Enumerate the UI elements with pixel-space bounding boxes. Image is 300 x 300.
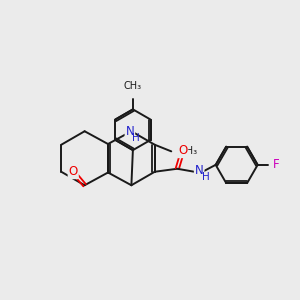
Text: H: H (202, 172, 210, 182)
Text: N: N (195, 164, 203, 177)
Text: N: N (125, 125, 134, 138)
Text: O: O (178, 144, 187, 157)
Text: CH₃: CH₃ (180, 146, 198, 156)
Text: H: H (132, 133, 140, 143)
Text: F: F (273, 158, 279, 171)
Text: CH₃: CH₃ (124, 81, 142, 91)
Text: O: O (69, 165, 78, 178)
